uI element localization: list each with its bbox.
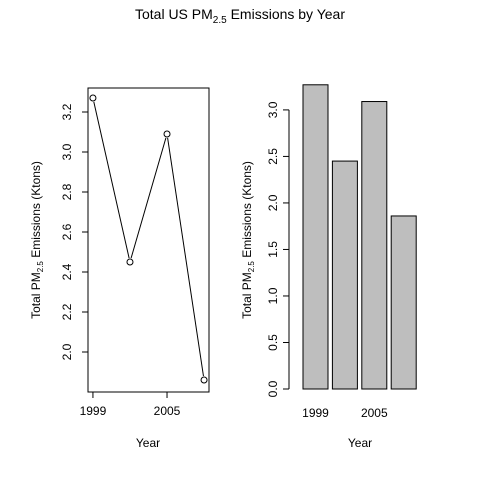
figure-title-rest: Emissions by Year bbox=[227, 6, 346, 22]
bar-chart-bar bbox=[361, 101, 388, 390]
line-chart-y-tick-label: 2.8 bbox=[60, 183, 74, 200]
bar-chart-bar bbox=[331, 160, 358, 390]
line-chart-y-axis-label-subscript: 2.5 bbox=[36, 261, 45, 273]
line-chart-marks bbox=[89, 94, 208, 384]
line-chart-y-axis-label-rest: Emissions (Ktons) bbox=[29, 161, 43, 261]
bar-chart-y-axis-label: Total PM2.5 Emissions (Ktons) bbox=[240, 161, 256, 319]
bar-chart-panel: 0.0 0.5 1.0 1.5 2.0 2.5 3.0 1999 2005 Year Total… bbox=[240, 84, 417, 450]
line-chart-y-tick-label: 2.2 bbox=[60, 303, 74, 320]
line-chart-x-tick-label: 2005 bbox=[154, 404, 181, 418]
line-chart-segment bbox=[167, 137, 204, 377]
bar-chart-marks bbox=[302, 84, 417, 390]
line-chart-y-tick-label: 3.0 bbox=[60, 143, 74, 160]
line-chart-y-tick-label: 2.4 bbox=[60, 263, 74, 280]
bar-chart-y-tick-label: 1.0 bbox=[266, 287, 280, 304]
figure-title: Total US PM2.5 Emissions by Year bbox=[135, 6, 345, 26]
bar-chart-bar bbox=[390, 215, 417, 390]
figure-title-subscript: 2.5 bbox=[213, 15, 227, 26]
line-chart-point bbox=[163, 130, 171, 138]
bar-chart-category-label: 1999 bbox=[302, 406, 329, 420]
line-chart-segment bbox=[93, 101, 130, 259]
line-chart-y-axis-label-main: Total PM bbox=[29, 272, 43, 319]
bar-chart-x-axis-label: Year bbox=[348, 436, 372, 450]
figure-title-main: Total US PM bbox=[135, 6, 213, 22]
bar-chart-axes: 0.0 0.5 1.0 1.5 2.0 2.5 3.0 1999 2005 bbox=[266, 101, 388, 420]
line-chart-point bbox=[89, 94, 97, 102]
line-chart-x-axis-label: Year bbox=[136, 436, 160, 450]
bar-chart-bar bbox=[302, 84, 329, 390]
line-chart-segment bbox=[130, 137, 167, 259]
line-chart-plot-box bbox=[87, 87, 210, 393]
bar-chart-y-tick-label: 1.5 bbox=[266, 241, 280, 258]
line-chart-point bbox=[200, 376, 208, 384]
bar-chart-y-tick-label: 2.5 bbox=[266, 148, 280, 165]
bar-chart-y-tick-label: 2.0 bbox=[266, 194, 280, 211]
line-chart-point bbox=[126, 258, 134, 266]
line-chart-axes: 2.0 2.2 2.4 2.6 2.8 3.0 3.2 1999 2005 bbox=[60, 103, 181, 418]
line-chart-y-tick-label: 3.2 bbox=[60, 103, 74, 120]
bar-chart-y-tick-label: 0.5 bbox=[266, 334, 280, 351]
bar-chart-y-axis-label-subscript: 2.5 bbox=[247, 261, 256, 273]
line-chart-y-axis-label: Total PM2.5 Emissions (Ktons) bbox=[29, 161, 45, 319]
line-chart-y-tick-label: 2.0 bbox=[60, 343, 74, 360]
bar-chart-y-tick-label: 3.0 bbox=[266, 101, 280, 118]
bar-chart-y-axis-label-main: Total PM bbox=[240, 272, 254, 319]
bar-chart-category-label: 2005 bbox=[361, 406, 388, 420]
line-chart-panel: 2.0 2.2 2.4 2.6 2.8 3.0 3.2 1999 2005 Year Total… bbox=[29, 87, 210, 450]
bar-chart-y-axis-label-rest: Emissions (Ktons) bbox=[240, 161, 254, 261]
line-chart-x-tick-label: 1999 bbox=[80, 404, 107, 418]
line-chart-y-tick-label: 2.6 bbox=[60, 223, 74, 240]
bar-chart-y-tick-label: 0.0 bbox=[266, 380, 280, 397]
